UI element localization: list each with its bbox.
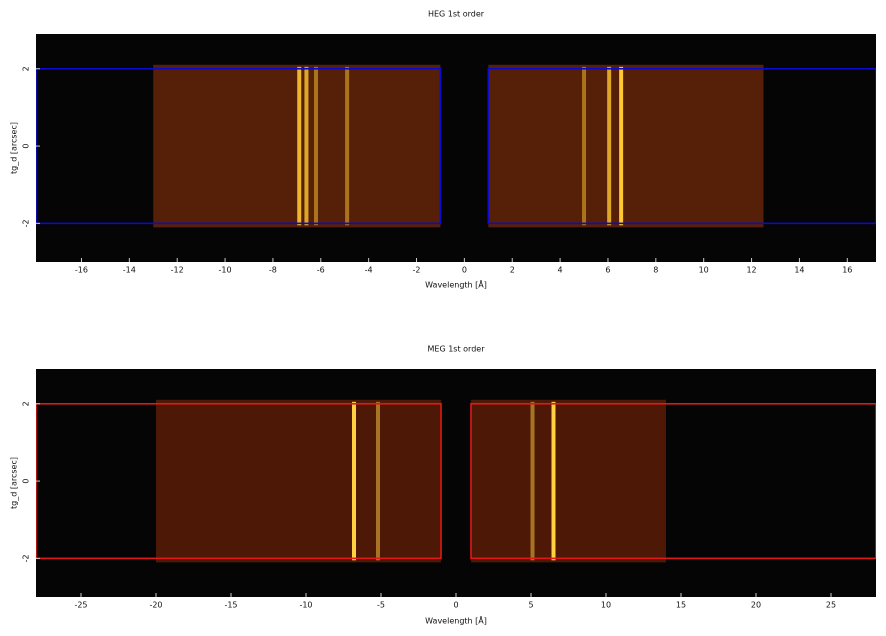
y-tick-label: 0 [22, 144, 31, 149]
y-tick-label: 0 [22, 479, 31, 484]
x-tick-label: -12 [171, 266, 184, 275]
chart-title: HEG 1st order [428, 10, 485, 19]
x-tick-label: 8 [653, 266, 658, 275]
event-spread [153, 64, 441, 228]
x-tick-label: 15 [676, 601, 686, 610]
x-tick-label: 16 [842, 266, 852, 275]
x-tick-label: 14 [794, 266, 804, 275]
x-tick-label: -16 [75, 266, 88, 275]
x-tick-label: 0 [453, 601, 458, 610]
x-tick-label: 4 [558, 266, 563, 275]
x-axis-label: Wavelength [Å] [425, 279, 487, 290]
emission-line [530, 401, 535, 561]
x-tick-label: -10 [299, 601, 312, 610]
x-tick-label: -20 [149, 601, 162, 610]
extraction-region [36, 67, 442, 225]
plot-area [36, 64, 876, 228]
emission-line [582, 66, 587, 226]
y-tick-label: -2 [22, 554, 31, 562]
emission-line [345, 66, 350, 226]
y-axis-label: tg_d [arcsec] [10, 122, 19, 174]
x-tick-label: -5 [377, 601, 385, 610]
x-tick-label: -8 [269, 266, 277, 275]
x-tick-label: -10 [219, 266, 232, 275]
x-tick-label: -4 [365, 266, 373, 275]
emission-line [551, 401, 556, 561]
y-tick-label: 2 [22, 401, 31, 406]
extraction-region [470, 402, 876, 560]
emission-line [297, 66, 302, 226]
x-tick-label: 2 [510, 266, 515, 275]
x-tick-label: -15 [224, 601, 237, 610]
x-tick-label: 0 [462, 266, 467, 275]
extraction-region [487, 67, 876, 225]
extraction-region [36, 402, 442, 560]
y-tick-label: 2 [22, 66, 31, 71]
emission-line [619, 66, 624, 226]
plot-area [36, 399, 876, 563]
chart-title: MEG 1st order [428, 345, 486, 354]
emission-line [304, 66, 309, 226]
event-spread [488, 64, 764, 228]
x-axis-label: Wavelength [Å] [425, 615, 487, 626]
emission-line [607, 66, 612, 226]
x-tick-label: 10 [601, 601, 611, 610]
y-axis-label: tg_d [arcsec] [10, 457, 19, 509]
x-tick-label: -2 [413, 266, 421, 275]
emission-line [314, 66, 318, 226]
x-tick-label: -6 [317, 266, 325, 275]
x-tick-label: -25 [74, 601, 87, 610]
event-spread [471, 399, 666, 563]
x-tick-label: 20 [751, 601, 761, 610]
emission-line [376, 401, 380, 561]
x-tick-label: 10 [699, 266, 709, 275]
x-tick-label: 6 [605, 266, 610, 275]
emission-line [352, 401, 356, 561]
x-tick-label: 25 [826, 601, 836, 610]
x-tick-label: -14 [123, 266, 136, 275]
event-spread [156, 399, 441, 563]
x-tick-label: 5 [528, 601, 533, 610]
y-tick-label: -2 [22, 219, 31, 227]
x-tick-label: 12 [746, 266, 756, 275]
